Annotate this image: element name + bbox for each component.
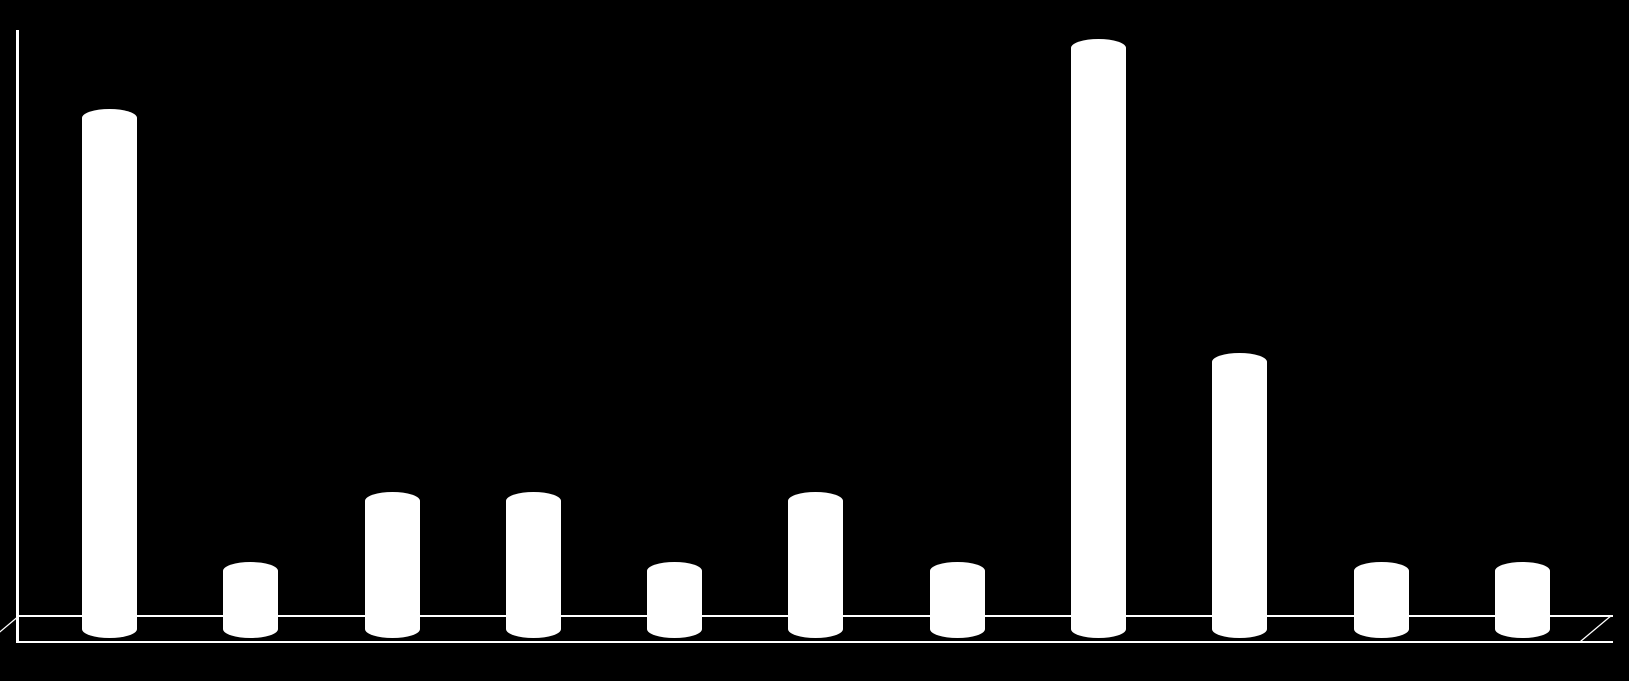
bar-slot-8 — [1169, 30, 1310, 629]
bar-slot-3 — [463, 30, 604, 629]
bar-slot-10 — [1452, 30, 1593, 629]
floor-right-edge — [1578, 615, 1613, 643]
bar-top-ellipse — [647, 562, 702, 580]
bar-top-ellipse — [1071, 39, 1126, 57]
bars-group — [19, 30, 1613, 629]
bar-cylinder-5 — [788, 501, 843, 629]
bar-slot-9 — [1310, 30, 1451, 629]
bar-slot-0 — [39, 30, 180, 629]
bar-body — [82, 118, 137, 629]
bar-top-ellipse — [82, 109, 137, 127]
bar-top-ellipse — [506, 492, 561, 510]
bar-slot-7 — [1028, 30, 1169, 629]
floor-back-edge — [19, 615, 1613, 617]
bar-top-ellipse — [1495, 562, 1550, 580]
bar-slot-2 — [322, 30, 463, 629]
bar-cylinder-2 — [365, 501, 420, 629]
chart-floor — [19, 615, 1613, 643]
bar-top-ellipse — [223, 562, 278, 580]
bar-body — [506, 501, 561, 629]
floor-front-edge — [19, 641, 1613, 643]
bar-top-ellipse — [1212, 353, 1267, 371]
bar-body — [1212, 362, 1267, 629]
bar-body — [788, 501, 843, 629]
bar-cylinder-8 — [1212, 362, 1267, 629]
bar-cylinder-7 — [1071, 48, 1126, 629]
bar-slot-5 — [745, 30, 886, 629]
bar-top-ellipse — [1354, 562, 1409, 580]
bar-slot-6 — [887, 30, 1028, 629]
bar-cylinder-3 — [506, 501, 561, 629]
bar-body — [365, 501, 420, 629]
bar-top-ellipse — [930, 562, 985, 580]
bar-body — [1071, 48, 1126, 629]
bar-chart-3d — [0, 0, 1629, 681]
bar-top-ellipse — [365, 492, 420, 510]
bar-top-ellipse — [788, 492, 843, 510]
bar-slot-1 — [180, 30, 321, 629]
plot-area — [19, 30, 1613, 643]
bar-cylinder-0 — [82, 118, 137, 629]
bar-slot-4 — [604, 30, 745, 629]
